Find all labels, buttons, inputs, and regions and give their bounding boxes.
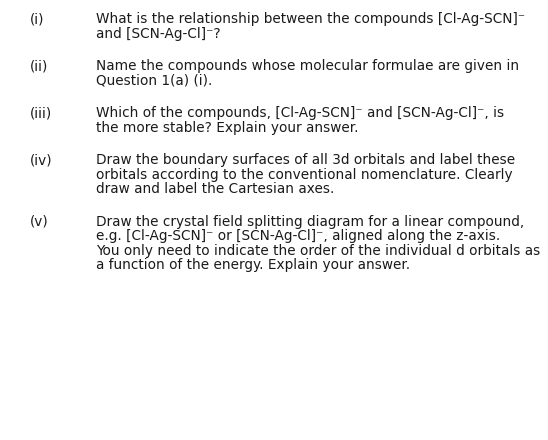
Text: e.g. [Cl-Ag-SCN]⁻ or [SCN-Ag-Cl]⁻, aligned along the z-axis.: e.g. [Cl-Ag-SCN]⁻ or [SCN-Ag-Cl]⁻, align…: [96, 229, 500, 243]
Text: Which of the compounds, [Cl-Ag-SCN]⁻ and [SCN-Ag-Cl]⁻, is: Which of the compounds, [Cl-Ag-SCN]⁻ and…: [96, 106, 504, 120]
Text: You only need to indicate the order of the individual d orbitals as: You only need to indicate the order of t…: [96, 243, 540, 257]
Text: (i): (i): [30, 12, 44, 26]
Text: and [SCN-Ag-Cl]⁻?: and [SCN-Ag-Cl]⁻?: [96, 26, 220, 40]
Text: the more stable? Explain your answer.: the more stable? Explain your answer.: [96, 121, 358, 135]
Text: Draw the boundary surfaces of all 3d orbitals and label these: Draw the boundary surfaces of all 3d orb…: [96, 153, 515, 167]
Text: Question 1(a) (i).: Question 1(a) (i).: [96, 73, 212, 88]
Text: draw and label the Cartesian axes.: draw and label the Cartesian axes.: [96, 182, 334, 196]
Text: (ii): (ii): [30, 59, 49, 73]
Text: What is the relationship between the compounds [Cl-Ag-SCN]⁻: What is the relationship between the com…: [96, 12, 525, 26]
Text: a function of the energy. Explain your answer.: a function of the energy. Explain your a…: [96, 258, 410, 272]
Text: (iii): (iii): [30, 106, 53, 120]
Text: Name the compounds whose molecular formulae are given in: Name the compounds whose molecular formu…: [96, 59, 519, 73]
Text: orbitals according to the conventional nomenclature. Clearly: orbitals according to the conventional n…: [96, 168, 512, 181]
Text: Draw the crystal field splitting diagram for a linear compound,: Draw the crystal field splitting diagram…: [96, 215, 524, 228]
Text: (iv): (iv): [30, 153, 53, 167]
Text: (v): (v): [30, 215, 49, 228]
